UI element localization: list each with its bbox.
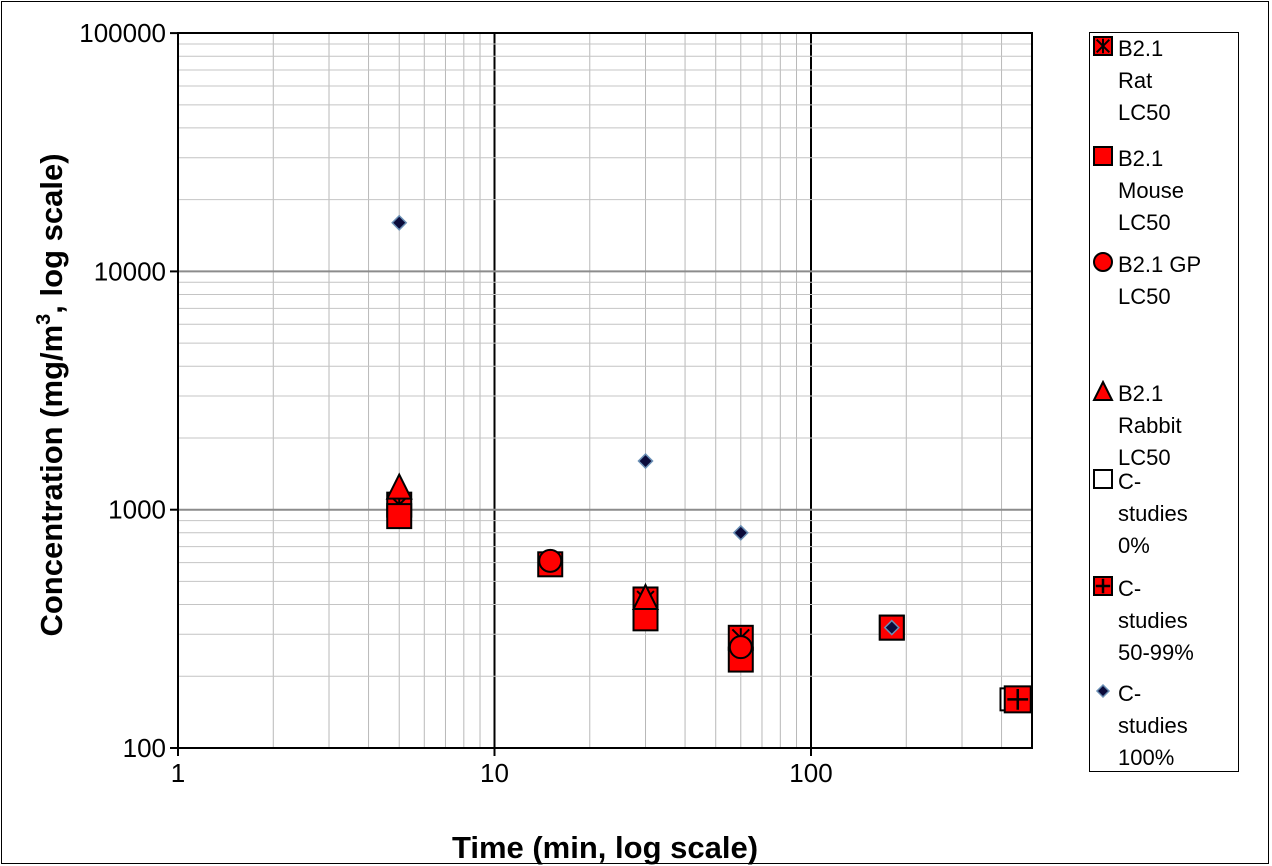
x-tick-label: 1 — [171, 758, 185, 788]
legend-label-line: B2.1 — [1118, 381, 1164, 406]
data-point-series-6 — [391, 214, 408, 231]
data-point-series-5 — [1003, 685, 1032, 714]
legend-label-line: studies — [1118, 501, 1188, 526]
y-tick-label: 10000 — [94, 256, 166, 286]
y-axis-title: Concentration (mg/m3, log scale) — [33, 153, 69, 636]
legend-label-line: Rat — [1118, 68, 1153, 93]
data-point-series-6 — [883, 619, 900, 636]
legend-marker — [1093, 576, 1113, 596]
legend-label-line: C- — [1118, 681, 1142, 706]
legend-label-line: B2.1 — [1118, 146, 1164, 171]
y-tick-label: 100000 — [79, 18, 166, 48]
legend-marker-shape — [1093, 252, 1113, 272]
x-tick-label: 100 — [789, 758, 832, 788]
data-point-series-3 — [631, 582, 660, 611]
legend: B2.1 Rat LC50 B2.1 Mouse LC50 B2.1 GP LC50 B2.1 R… — [1089, 32, 1239, 772]
legend-label-line: C- — [1118, 469, 1142, 494]
legend-marker-shape — [1093, 36, 1113, 56]
legend-label-line: studies — [1118, 608, 1188, 633]
legend-marker-shape — [1093, 576, 1113, 596]
legend-marker-shape — [1093, 469, 1113, 489]
x-axis-title: Time (min, log scale) — [452, 830, 758, 865]
legend-label-line: B2.1 — [1118, 36, 1164, 61]
data-point-series-1 — [386, 503, 413, 530]
legend-marker — [1092, 380, 1114, 401]
legend-marker — [1093, 469, 1113, 489]
plot-area — [177, 32, 1033, 749]
legend-label-line: LC50 — [1118, 100, 1171, 125]
legend-marker-shape — [1093, 146, 1113, 166]
legend-label-line: 0% — [1118, 533, 1150, 558]
legend-label-line: LC50 — [1118, 445, 1171, 470]
legend-label: C-studies 100% — [1118, 678, 1236, 774]
legend-label-line: Rabbit — [1118, 413, 1182, 438]
legend-label-line: LC50 — [1118, 210, 1171, 235]
data-point-series-2 — [728, 635, 753, 660]
data-point-series-6 — [732, 524, 749, 541]
legend-label-line: Mouse — [1118, 178, 1185, 203]
tick-layer: 1 10 100 100 1000 10000 100000 — [79, 18, 832, 788]
legend-label: B2.1 Mouse LC50 — [1118, 143, 1236, 239]
legend-label: C-studies 0% — [1118, 466, 1236, 562]
legend-marker-shape — [1095, 683, 1111, 699]
data-point-series-3 — [385, 472, 413, 500]
legend-marker — [1093, 252, 1113, 272]
legend-label: B2.1 Rabbit LC50 — [1118, 378, 1236, 474]
grid-layer — [178, 33, 1032, 748]
legend-label-line: C- — [1118, 576, 1142, 601]
legend-marker-shape — [1092, 380, 1114, 401]
legend-label-line: LC50 — [1118, 284, 1171, 309]
data-point-series-6 — [637, 452, 654, 470]
legend-label-line: 50-99% — [1118, 640, 1194, 665]
x-tick-label: 10 — [480, 758, 509, 788]
legend-marker — [1093, 36, 1113, 56]
legend-label-line: B2.1 GP — [1118, 252, 1202, 277]
legend-label: B2.1 GP LC50 — [1118, 249, 1236, 313]
y-tick-label: 100 — [123, 733, 166, 763]
legend-label-line: 100% — [1118, 745, 1175, 770]
legend-marker — [1095, 683, 1111, 699]
data-point-series-2 — [538, 548, 563, 573]
marker-layer — [385, 214, 1032, 714]
legend-marker — [1093, 146, 1113, 166]
legend-label: C-studies 50-99% — [1118, 573, 1236, 669]
legend-label: B2.1 Rat LC50 — [1118, 33, 1236, 129]
y-tick-label: 1000 — [108, 495, 166, 525]
legend-label-line: studies — [1118, 713, 1188, 738]
